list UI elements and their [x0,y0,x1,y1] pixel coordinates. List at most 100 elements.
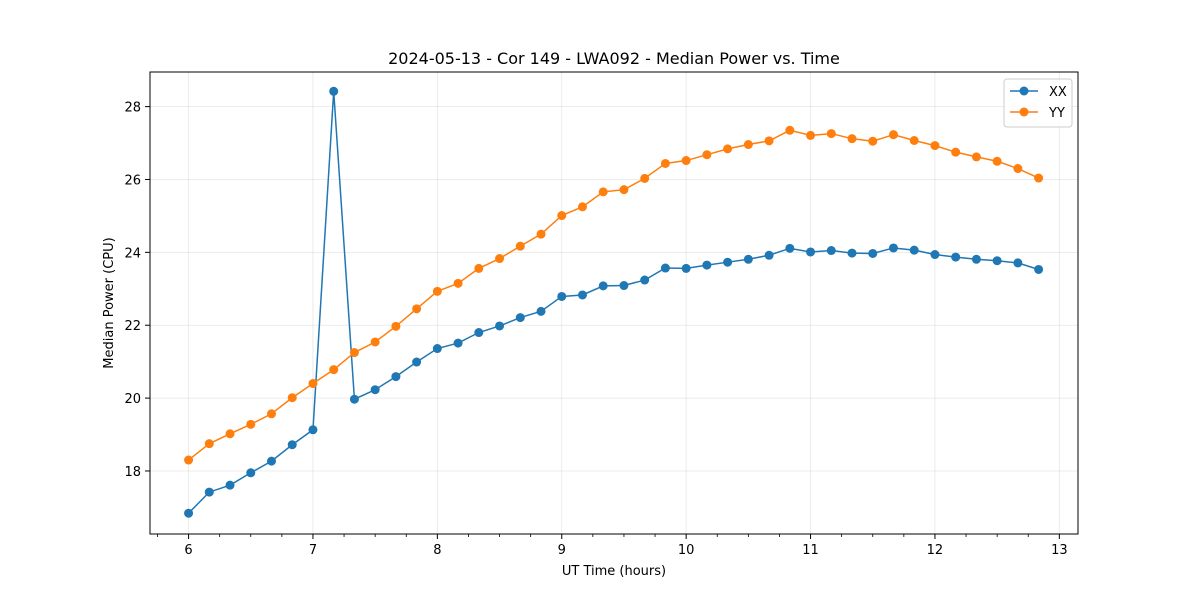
data-point-yy [660,158,670,168]
data-point-yy [557,211,567,221]
data-point-xx [660,263,670,273]
data-point-xx [246,468,256,478]
data-point-xx [971,254,981,264]
series-line-xx [188,91,1039,514]
data-point-xx [391,372,401,382]
grid [150,72,1078,534]
data-point-yy [971,152,981,162]
data-point-yy [826,129,836,139]
data-point-xx [785,243,795,253]
y-tick-label: 20 [124,392,141,407]
data-point-yy [868,136,878,146]
data-point-yy [951,147,961,157]
data-point-xx [619,281,629,291]
data-point-xx [536,306,546,316]
data-point-yy [992,156,1002,166]
data-point-yy [474,263,484,273]
data-point-yy [619,185,629,195]
data-point-yy [536,229,546,239]
x-tick-label: 7 [309,543,317,558]
data-point-yy [184,455,194,465]
data-point-xx [577,290,587,300]
x-tick-label: 8 [433,543,441,558]
legend-label-xx: XX [1049,85,1067,100]
data-point-xx [723,257,733,267]
y-axis-label: Median Power (CPU) [102,237,117,368]
x-axis-ticks: 6 7 8 9 10 11 12 13 [157,534,1068,558]
data-point-xx [1013,258,1023,268]
data-point-xx [266,456,276,466]
data-point-yy [453,278,463,288]
data-point-yy [204,439,214,449]
data-point-xx [868,248,878,258]
legend: XX YY [1003,78,1073,128]
data-point-yy [266,409,276,419]
data-point-xx [681,263,691,273]
plot-frame [149,71,1079,535]
data-point-xx [349,394,359,404]
x-tick-label: 12 [927,543,944,558]
legend-label-yy: YY [1048,106,1065,121]
data-point-xx [702,260,712,270]
y-tick-label: 18 [124,465,141,480]
y-tick-label: 28 [124,101,141,116]
data-point-xx [432,344,442,354]
data-point-yy [702,150,712,160]
data-point-xx [930,250,940,260]
x-tick-label: 13 [1051,543,1068,558]
data-point-xx [204,487,214,497]
x-tick-label: 11 [802,543,819,558]
data-point-yy [1013,164,1023,174]
data-point-yy [888,130,898,140]
data-point-yy [723,144,733,154]
data-point-yy [930,141,940,151]
data-point-yy [909,135,919,145]
data-point-xx [598,281,608,291]
data-point-xx [184,508,194,518]
data-point-xx [287,440,297,450]
data-point-yy [432,286,442,296]
data-point-yy [349,348,359,358]
data-point-yy [308,379,318,389]
data-point-yy [847,134,857,144]
y-tick-label: 24 [124,246,141,261]
data-point-xx [764,250,774,260]
data-point-xx [308,425,318,435]
data-point-xx [888,243,898,253]
data-point-xx [557,291,567,301]
data-point-yy [743,140,753,150]
x-tick-label: 10 [678,543,695,558]
y-tick-label: 26 [124,173,141,188]
y-tick-label: 22 [124,319,141,334]
y-axis-ticks: 18 20 22 24 26 28 [124,101,150,480]
data-point-yy [1034,173,1044,183]
data-point-xx [909,245,919,255]
series-group [184,86,1044,518]
data-point-xx [495,321,505,331]
data-point-yy [598,187,608,197]
data-point-yy [577,202,587,212]
data-point-yy [681,156,691,166]
data-point-yy [391,321,401,331]
data-point-yy [370,337,380,347]
data-point-yy [640,173,650,183]
data-point-yy [785,125,795,135]
data-point-xx [992,256,1002,266]
data-point-yy [764,136,774,146]
x-tick-label: 6 [184,543,192,558]
data-point-yy [225,429,235,439]
data-point-xx [515,313,525,323]
data-point-xx [329,86,339,96]
data-point-xx [640,275,650,285]
data-point-xx [225,480,235,490]
legend-marker-xx [1019,86,1029,96]
data-point-yy [329,365,339,375]
data-point-yy [412,304,422,314]
x-tick-label: 9 [558,543,566,558]
data-point-xx [453,338,463,348]
data-point-yy [515,241,525,251]
chart-title: 2024-05-13 - Cor 149 - LWA092 - Median P… [388,49,840,68]
data-point-xx [370,385,380,395]
data-point-xx [474,328,484,338]
